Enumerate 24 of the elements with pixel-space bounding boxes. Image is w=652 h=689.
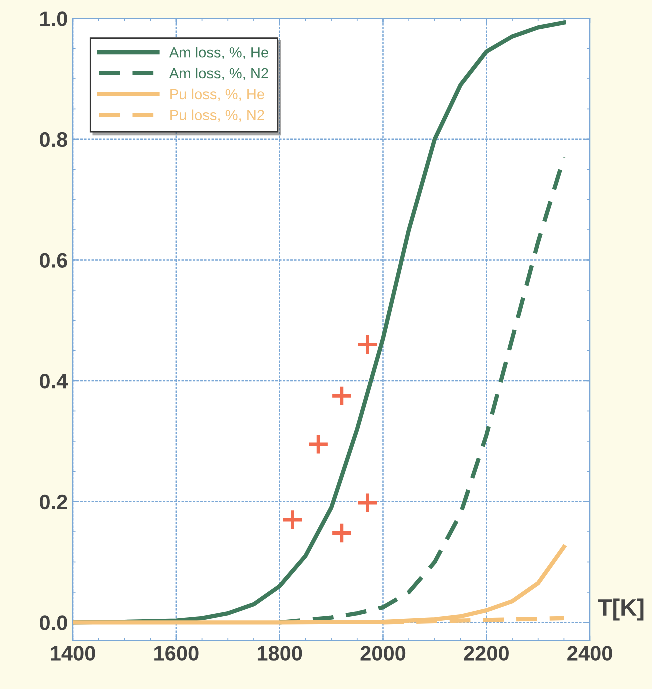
x-tick-label: 1800 <box>258 646 302 661</box>
x-tick-label: 2400 <box>568 646 612 661</box>
x-tick-label: 1400 <box>51 646 96 661</box>
legend-label: Am loss, %, N2 <box>169 68 268 80</box>
point <box>330 385 353 408</box>
legend-label: Pu loss, %, He <box>170 88 264 102</box>
legend-label: Pu loss, %, N2 <box>170 110 264 122</box>
x-tick-label: 2000 <box>360 646 406 661</box>
x-tick-label: 1600 <box>154 646 199 661</box>
point <box>356 334 379 356</box>
point <box>330 522 353 544</box>
y-tick-label: 0.0 <box>40 616 68 630</box>
y-tick-label: 0.8 <box>40 132 68 148</box>
point <box>308 433 330 456</box>
point <box>356 492 379 514</box>
legend-label: Am loss, %, He <box>169 47 268 60</box>
x-axis-title: T[K] <box>598 598 644 621</box>
line-series <box>73 545 566 625</box>
y-tick-label: 1.0 <box>40 12 68 26</box>
y-tick-label: 0.4 <box>40 374 68 389</box>
x-tick-label: 2200 <box>464 646 509 661</box>
y-tick-label: 0.2 <box>40 494 68 510</box>
point <box>282 508 304 532</box>
y-tick-label: 0.6 <box>40 253 68 268</box>
